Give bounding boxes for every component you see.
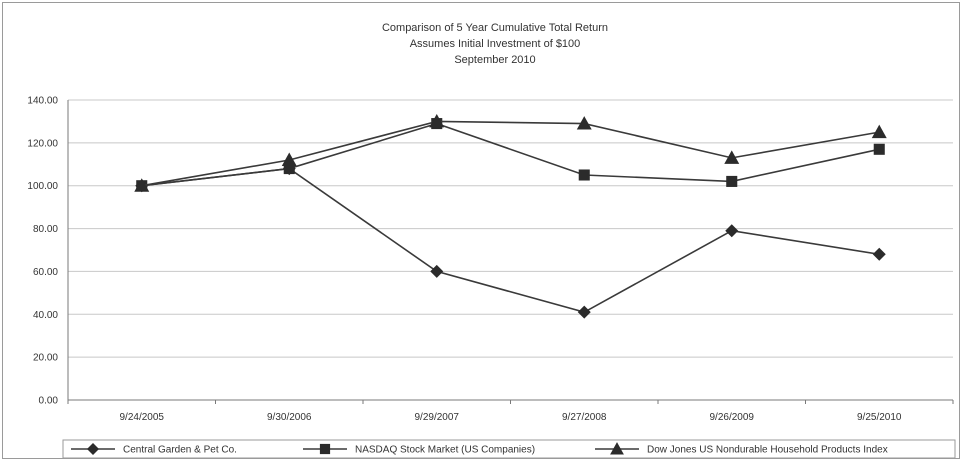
- point-triangle-3: [576, 116, 592, 130]
- point-diamond-3: [577, 305, 591, 319]
- point-triangle-0: [134, 178, 150, 192]
- y-tick-label-1: 20.00: [33, 353, 58, 364]
- legend-marker-triangle: [610, 442, 624, 455]
- y-tick-label-6: 120.00: [27, 138, 58, 149]
- series-square: [136, 118, 885, 192]
- point-triangle-1: [281, 152, 297, 166]
- point-square-5: [873, 143, 885, 155]
- legend-label-1: NASDAQ Stock Market (US Companies): [355, 445, 535, 456]
- y-tick-label-7: 140.00: [27, 96, 58, 107]
- point-square-1: [283, 163, 295, 175]
- x-tick-label-5: 9/25/2010: [857, 412, 902, 423]
- chart-title-group: Comparison of 5 Year Cumulative Total Re…: [382, 22, 608, 66]
- y-tick-label-2: 40.00: [33, 310, 58, 321]
- point-triangle-4: [724, 150, 740, 164]
- series-line-diamond: [141, 167, 880, 314]
- line-chart: Comparison of 5 Year Cumulative Total Re…: [27, 22, 956, 459]
- point-triangle-5: [871, 124, 887, 139]
- legend-label-2: Dow Jones US Nondurable Household Produc…: [647, 445, 888, 456]
- x-tick-label-2: 9/29/2007: [415, 412, 460, 423]
- series-line-square: [141, 122, 880, 187]
- point-square-4: [726, 175, 738, 187]
- series-line-triangle: [141, 120, 880, 187]
- chart-title: Comparison of 5 Year Cumulative Total Re…: [382, 22, 608, 34]
- y-tick-label-4: 80.00: [33, 224, 58, 235]
- axes: 0.00 20.00 40.00 60.00 80.00 100.00 120.00 140.…: [27, 96, 954, 423]
- legend: Central Garden & Pet Co. NASDAQ Stock Mar…: [62, 439, 956, 459]
- series-triangle: [134, 113, 887, 192]
- legend-marker-square: [319, 443, 331, 455]
- legend-label-0: Central Garden & Pet Co.: [123, 445, 237, 456]
- chart-frame: Comparison of 5 Year Cumulative Total Re…: [2, 2, 960, 459]
- point-diamond-5: [872, 247, 886, 261]
- y-tick-label-3: 60.00: [33, 267, 58, 278]
- series-lines: [134, 113, 887, 319]
- chart-subtitle-line-1: Assumes Initial Investment of $100: [410, 38, 581, 50]
- x-tick-label-3: 9/27/2008: [562, 412, 607, 423]
- y-tick-label-0: 0.00: [39, 396, 59, 407]
- legend-box: [62, 439, 956, 459]
- y-tick-label-5: 100.00: [27, 181, 58, 192]
- chart-subtitle-line-2: September 2010: [454, 54, 535, 66]
- point-diamond-4: [725, 224, 739, 238]
- x-tick-label-0: 9/24/2005: [120, 412, 165, 423]
- x-tick-label-4: 9/26/2009: [710, 412, 755, 423]
- point-triangle-2: [429, 113, 445, 128]
- gridlines: [68, 99, 953, 401]
- point-diamond-2: [430, 264, 444, 278]
- point-square-3: [578, 169, 590, 181]
- x-tick-label-1: 9/30/2006: [267, 412, 312, 423]
- legend-marker-diamond: [87, 443, 99, 455]
